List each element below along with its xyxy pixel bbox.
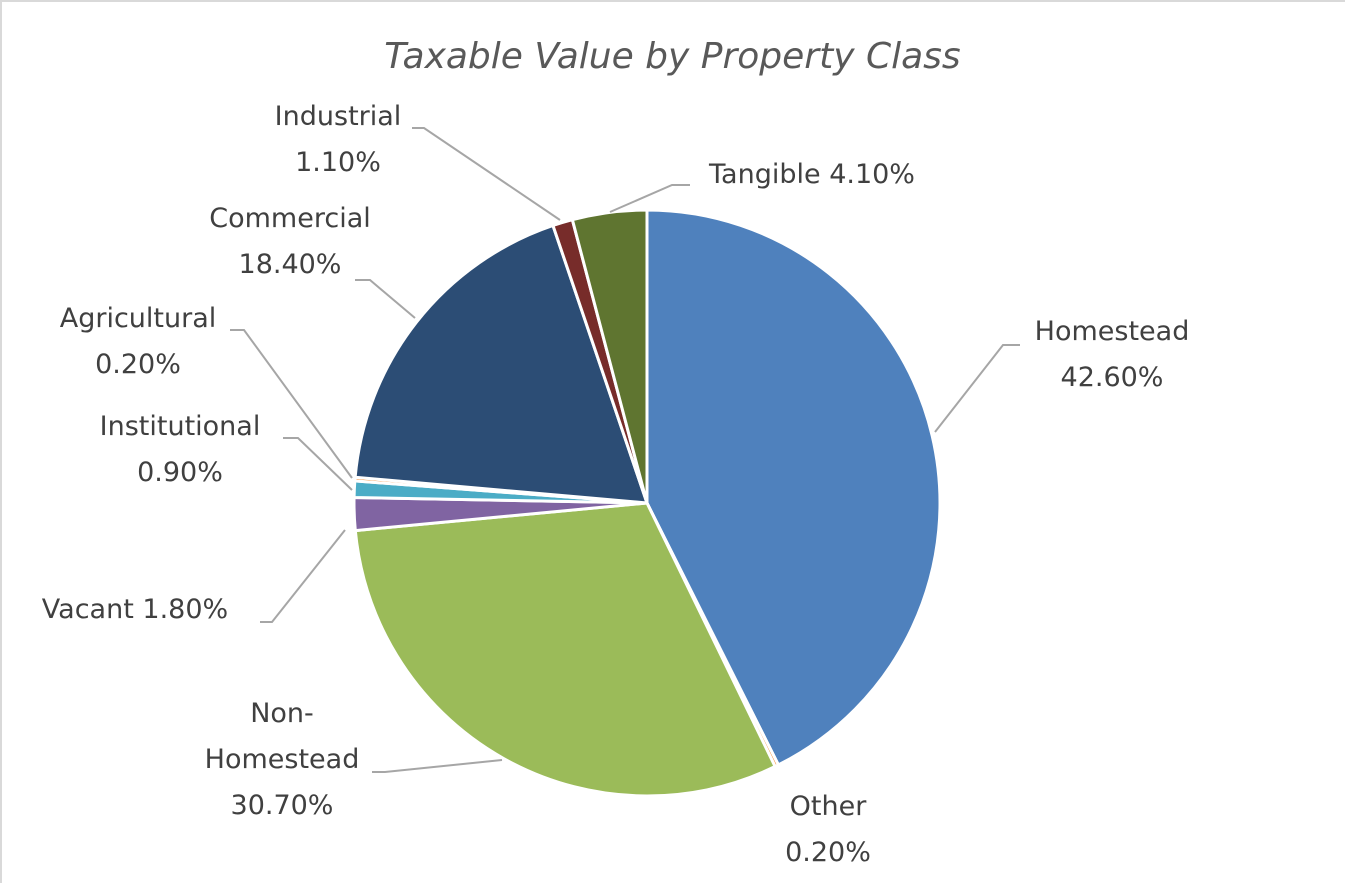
leader-line: [283, 437, 353, 491]
data-label: Non-Homestead 30.70%: [190, 691, 375, 829]
leader-line: [355, 279, 416, 319]
leader-line: [260, 529, 346, 623]
data-label: Other 0.20%: [748, 784, 908, 876]
chart-title: Taxable Value by Property Class: [384, 36, 961, 77]
leader-line: [230, 329, 353, 479]
pie-slice: [645, 208, 942, 767]
pie-slice: [570, 208, 649, 504]
label-category: Other: [789, 791, 867, 822]
label-category: Industrial: [274, 101, 402, 132]
label-category: Tangible: [709, 159, 821, 190]
label-value: 18.40%: [238, 249, 342, 280]
leader-line: [609, 184, 690, 213]
data-label: Vacant 1.80%: [0, 587, 275, 633]
label-category: Vacant: [41, 594, 134, 625]
data-label: Agricultural 0.20%: [28, 296, 248, 388]
label-value: 1.80%: [142, 594, 229, 625]
data-label: Commercial 18.40%: [180, 196, 400, 288]
leader-line: [412, 127, 561, 221]
label-category: Agricultural: [59, 303, 217, 334]
label-value: 30.70%: [230, 790, 334, 821]
data-label: Homestead 42.60%: [1012, 309, 1212, 401]
pie-slice: [353, 223, 650, 505]
leader-line: [934, 344, 1020, 433]
label-value: 42.60%: [1060, 362, 1164, 393]
label-category: Institutional: [99, 411, 261, 442]
label-value: 4.10%: [829, 159, 915, 190]
label-value: 1.10%: [295, 147, 381, 178]
leader-line: [372, 759, 503, 773]
data-label: Institutional 0.90%: [70, 404, 290, 496]
data-label: Tangible 4.10%: [662, 152, 962, 198]
label-category: Homestead: [1034, 316, 1190, 347]
label-value: 0.90%: [137, 457, 223, 488]
label-category: Non-Homestead: [204, 698, 360, 775]
label-value: 0.20%: [785, 837, 871, 868]
pie-slice: [353, 501, 778, 798]
data-label: Industrial 1.10%: [238, 94, 438, 186]
label-category: Commercial: [209, 203, 371, 234]
label-value: 0.20%: [95, 349, 181, 380]
